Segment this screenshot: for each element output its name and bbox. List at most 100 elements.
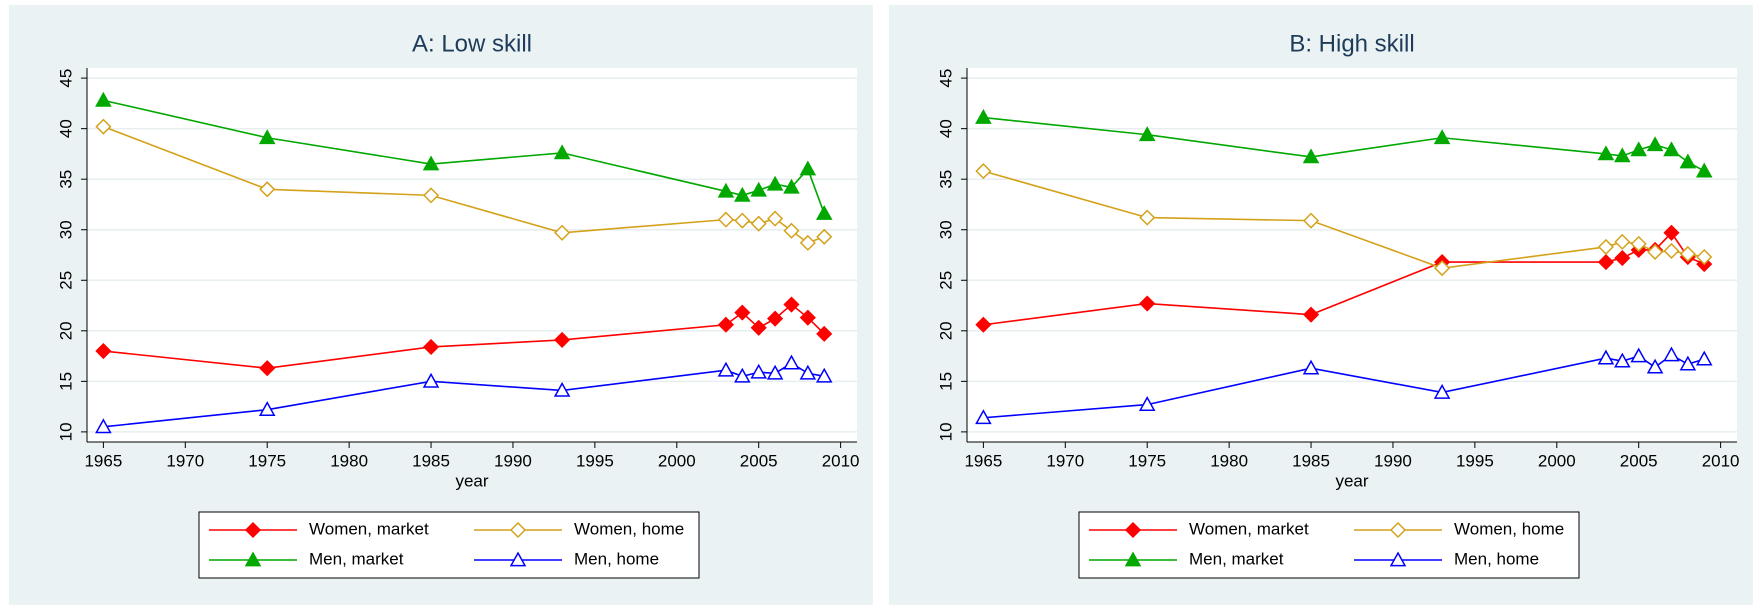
marker xyxy=(816,325,833,342)
x-tick-label: 1970 xyxy=(166,451,204,470)
marker xyxy=(244,521,262,539)
marker xyxy=(1389,551,1407,567)
marker xyxy=(554,224,571,241)
y-tick-label: 20 xyxy=(56,321,75,340)
x-tick-label: 2010 xyxy=(822,451,860,470)
y-tick-label: 35 xyxy=(56,170,75,189)
marker xyxy=(1695,162,1713,178)
x-tick-label: 1985 xyxy=(1292,451,1330,470)
x-tick-label: 1990 xyxy=(494,451,532,470)
x-tick-label: 2005 xyxy=(1620,451,1658,470)
marker xyxy=(95,118,112,135)
marker xyxy=(259,360,276,377)
marker xyxy=(750,363,767,379)
marker xyxy=(783,354,800,370)
marker xyxy=(1679,355,1697,371)
marker xyxy=(815,367,833,383)
marker xyxy=(1139,295,1156,312)
marker xyxy=(1124,551,1142,567)
marker xyxy=(975,409,992,425)
marker xyxy=(1647,243,1664,261)
x-tick-label: 1995 xyxy=(576,451,614,470)
marker xyxy=(783,222,800,239)
x-axis-title: year xyxy=(1335,471,1368,490)
marker xyxy=(799,234,816,251)
y-tick-label: 40 xyxy=(936,119,955,138)
x-tick-label: 1975 xyxy=(1128,451,1166,470)
marker xyxy=(767,210,784,227)
marker xyxy=(244,551,262,567)
marker xyxy=(1302,306,1320,323)
marker xyxy=(1646,358,1664,374)
marker xyxy=(1663,141,1680,157)
marker xyxy=(1614,249,1631,267)
marker xyxy=(783,178,800,194)
marker xyxy=(815,205,833,220)
marker xyxy=(1433,383,1451,399)
marker xyxy=(1302,359,1320,375)
marker xyxy=(750,319,767,336)
marker xyxy=(1138,396,1156,411)
marker xyxy=(258,129,276,145)
marker xyxy=(509,521,527,539)
marker xyxy=(1696,248,1713,266)
marker xyxy=(1679,245,1696,263)
chart-title: A: Low skill xyxy=(412,30,532,57)
legend-label: Men, market xyxy=(1189,549,1284,568)
y-tick-label: 35 xyxy=(936,170,955,189)
legend-label: Men, home xyxy=(1454,549,1539,568)
marker xyxy=(422,155,440,171)
marker xyxy=(553,381,571,397)
marker xyxy=(259,181,276,198)
marker xyxy=(95,91,112,107)
marker xyxy=(1433,129,1451,145)
x-axis-title: year xyxy=(455,471,488,490)
y-tick-label: 15 xyxy=(936,372,955,391)
marker xyxy=(422,372,440,388)
marker xyxy=(422,338,440,356)
marker xyxy=(734,212,751,229)
legend xyxy=(198,511,700,579)
marker xyxy=(766,364,784,380)
marker xyxy=(766,175,784,191)
legend-label: Women, home xyxy=(574,519,684,538)
plot-area xyxy=(87,68,857,442)
marker xyxy=(717,316,734,333)
y-tick-label: 20 xyxy=(936,321,955,340)
legend-label: Women, market xyxy=(1189,519,1309,538)
x-tick-label: 2005 xyxy=(740,451,778,470)
marker xyxy=(554,331,571,348)
legend-label: Women, market xyxy=(309,519,429,538)
marker xyxy=(1302,148,1320,164)
marker xyxy=(1695,350,1713,366)
marker xyxy=(1597,145,1615,161)
y-tick-label: 25 xyxy=(936,271,955,290)
marker xyxy=(734,186,751,202)
x-tick-label: 1980 xyxy=(330,451,368,470)
marker xyxy=(734,304,751,321)
marker xyxy=(95,342,112,360)
y-tick-label: 10 xyxy=(56,422,75,441)
marker xyxy=(1630,141,1647,157)
marker xyxy=(1597,349,1615,365)
x-tick-label: 1990 xyxy=(1374,451,1412,470)
marker xyxy=(750,215,767,232)
marker xyxy=(975,163,992,180)
marker xyxy=(1139,209,1156,226)
y-tick-label: 25 xyxy=(56,271,75,290)
x-tick-label: 1970 xyxy=(1046,451,1084,470)
chart-title: B: High skill xyxy=(1289,30,1414,57)
marker xyxy=(1614,233,1631,250)
y-tick-label: 15 xyxy=(56,372,75,391)
marker xyxy=(1389,521,1407,539)
marker xyxy=(1630,235,1647,252)
marker xyxy=(95,418,112,434)
marker xyxy=(1434,260,1451,277)
marker xyxy=(750,181,767,197)
marker xyxy=(783,296,800,313)
marker xyxy=(1614,352,1631,368)
marker xyxy=(816,228,833,245)
legend-label: Men, market xyxy=(309,549,404,568)
marker xyxy=(1614,147,1631,163)
